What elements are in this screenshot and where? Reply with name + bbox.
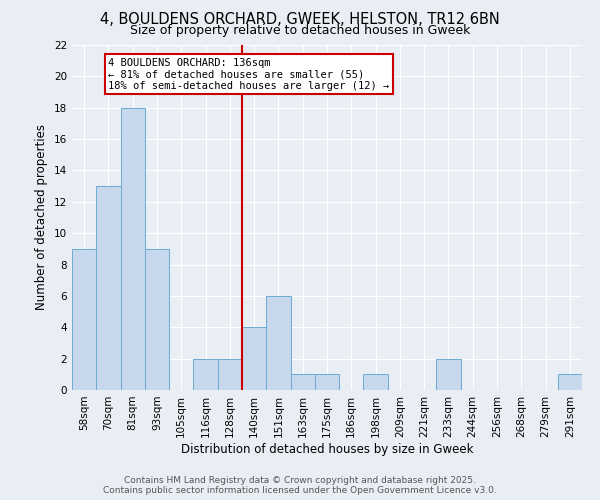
Bar	[96, 186, 121, 390]
Bar	[315, 374, 339, 390]
Bar	[193, 358, 218, 390]
Text: Size of property relative to detached houses in Gweek: Size of property relative to detached ho…	[130, 24, 470, 37]
Bar	[266, 296, 290, 390]
Y-axis label: Number of detached properties: Number of detached properties	[35, 124, 49, 310]
Bar	[558, 374, 582, 390]
Bar	[436, 358, 461, 390]
Bar	[218, 358, 242, 390]
Text: Contains HM Land Registry data © Crown copyright and database right 2025.
Contai: Contains HM Land Registry data © Crown c…	[103, 476, 497, 495]
Bar	[145, 249, 169, 390]
Bar	[290, 374, 315, 390]
X-axis label: Distribution of detached houses by size in Gweek: Distribution of detached houses by size …	[181, 442, 473, 456]
Bar	[242, 328, 266, 390]
Bar	[121, 108, 145, 390]
Text: 4 BOULDENS ORCHARD: 136sqm
← 81% of detached houses are smaller (55)
18% of semi: 4 BOULDENS ORCHARD: 136sqm ← 81% of deta…	[109, 58, 389, 90]
Bar	[364, 374, 388, 390]
Text: 4, BOULDENS ORCHARD, GWEEK, HELSTON, TR12 6BN: 4, BOULDENS ORCHARD, GWEEK, HELSTON, TR1…	[100, 12, 500, 28]
Bar	[72, 249, 96, 390]
